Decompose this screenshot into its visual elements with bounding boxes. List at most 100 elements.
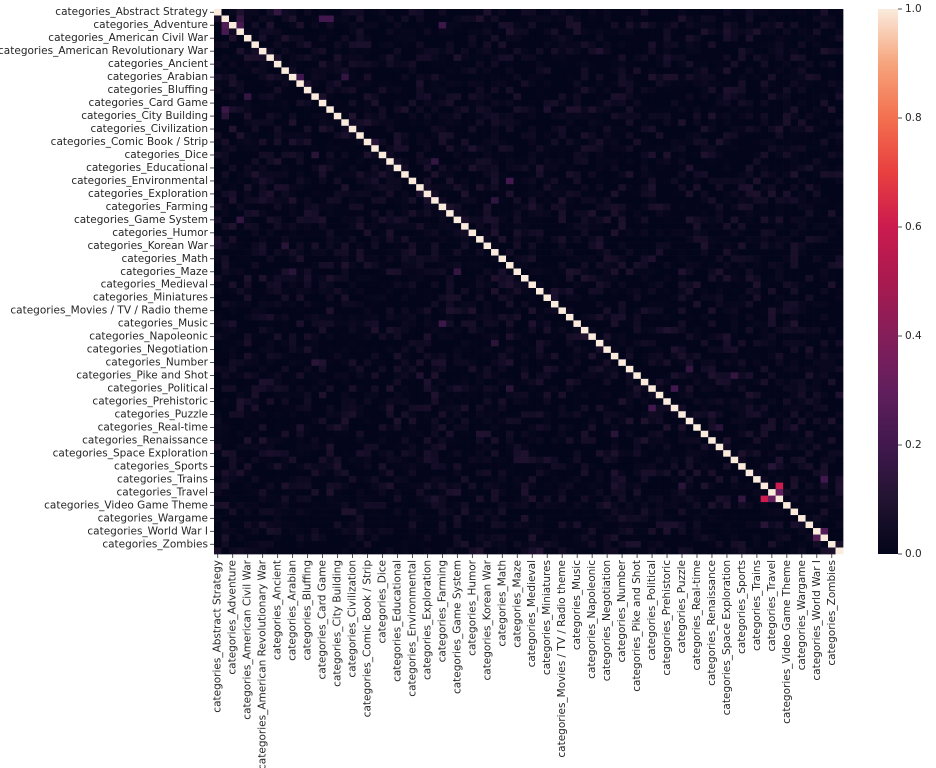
heatmap-cell [715,47,724,55]
heatmap-cell [348,313,357,321]
heatmap-cell [745,262,754,269]
heatmap-cell [603,281,612,289]
heatmap-cell [640,145,649,153]
heatmap-cell [595,80,604,88]
heatmap-cell [655,67,664,75]
heatmap-cell [258,378,267,386]
heatmap-cell [228,313,237,321]
heatmap-cell [281,320,290,328]
heatmap-cell [281,281,290,289]
heatmap-cell [371,54,380,62]
heatmap-cell [535,352,544,360]
heatmap-cell [408,372,417,380]
heatmap-cell [723,346,732,354]
heatmap-cell [768,197,776,204]
heatmap-cell [408,242,417,250]
heatmap-cell [273,119,282,127]
heatmap-cell [588,294,597,302]
heatmap-cell [640,307,649,315]
heatmap-cell [266,300,275,308]
heatmap-cell [775,119,784,127]
heatmap-cell [513,54,522,62]
heatmap-cell [798,281,806,289]
heatmap-cell [550,47,559,55]
heatmap-cell [610,80,619,88]
heatmap-cell [663,236,672,243]
heatmap-cell [228,352,237,360]
heatmap-cell [326,249,335,256]
heatmap-cell [408,326,417,334]
heatmap-cell [700,86,709,94]
heatmap-cell [700,99,709,107]
heatmap-cell [558,300,567,308]
heatmap-cell [408,236,417,243]
heatmap-cell [513,106,522,114]
heatmap-cell [768,15,776,23]
heatmap-cell [745,28,754,36]
heatmap-cell [745,197,754,204]
heatmap-cell [663,320,672,328]
heatmap-cell [453,171,462,179]
heatmap-cell [640,294,649,302]
heatmap-cell [610,171,619,179]
heatmap-cell [416,99,425,107]
heatmap-cell [483,151,492,159]
heatmap-cell [820,326,829,334]
heatmap-cell [318,132,327,140]
heatmap-cell [580,15,589,23]
heatmap-cell [416,249,425,256]
heatmap-cell [288,67,297,75]
heatmap-cell [491,80,499,88]
heatmap-cell [783,106,791,114]
heatmap-cell [580,333,589,341]
heatmap-cell [371,385,380,393]
heatmap-cell [371,86,380,94]
heatmap-cell [311,34,320,42]
heatmap-cell [363,320,372,328]
heatmap-cell [798,262,806,269]
heatmap-cell [655,171,664,179]
heatmap-cell [573,372,582,380]
heatmap-cell-diagonal [318,99,327,107]
heatmap-cell [483,275,492,282]
heatmap-cell [251,300,260,308]
heatmap-cell [798,216,806,224]
heatmap-cell [603,320,612,328]
heatmap-cell-diagonal [573,320,582,328]
heatmap-cell [461,119,469,127]
heatmap-cell [633,190,642,198]
heatmap-cell [595,352,604,360]
heatmap-cell [214,287,222,295]
heatmap-cell [521,346,529,354]
heatmap-cell [386,112,395,120]
heatmap-cell [273,171,282,179]
heatmap-cell [730,145,739,153]
heatmap-cell [408,93,417,101]
heatmap-cell [303,294,312,302]
heatmap-cell [453,333,462,341]
heatmap-cell [356,112,365,120]
heatmap-cell [723,275,732,282]
heatmap-cell [543,346,552,354]
heatmap-cell [760,326,769,334]
heatmap-cell [348,216,357,224]
heatmap-cell [603,287,612,295]
heatmap-cell [723,359,732,367]
heatmap-cell [251,313,260,321]
heatmap-cell [423,262,432,269]
heatmap-cell [670,190,679,198]
heatmap-cell [820,229,829,237]
heatmap-cell [461,28,469,36]
heatmap-cell [573,249,582,256]
heatmap-cell [670,216,679,224]
heatmap-cell [753,378,761,386]
heatmap-cell [333,41,342,49]
heatmap-cell [273,93,282,101]
heatmap-cell [745,112,754,120]
heatmap-cell [730,177,739,185]
heatmap-cell [618,119,627,127]
heatmap-cell [431,372,439,380]
heatmap-cell [678,294,687,302]
heatmap-cell [693,28,702,36]
heatmap-cell [483,15,492,23]
